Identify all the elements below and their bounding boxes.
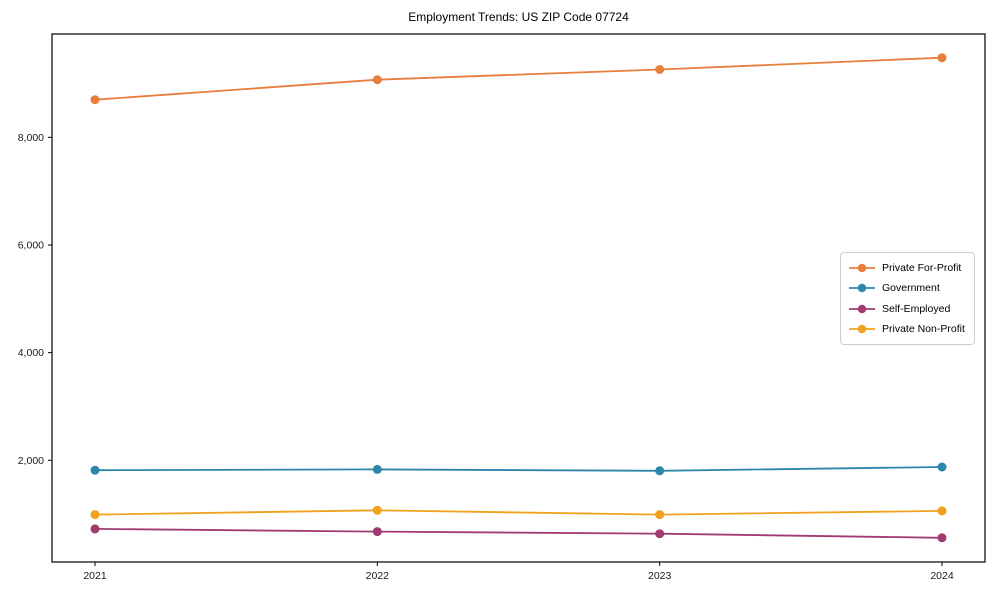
x-axis-tick-label: 2024 [930,570,954,582]
legend-marker-private-non-profit [849,324,875,334]
data-point-self-employed-2022 [372,527,382,537]
data-point-private-for-profit-2021 [90,95,100,105]
data-point-self-employed-2024 [937,533,947,543]
data-point-self-employed-2023 [655,529,665,539]
legend-label: Self-Employed [882,302,951,315]
legend-marker-government [849,284,875,293]
x-axis-tick-label: 2023 [648,570,672,582]
series-line-self-employed [94,528,943,539]
data-point-private-non-profit-2021 [90,510,100,520]
legend: Private For-Profit Government Self-Emplo… [840,252,975,345]
data-point-private-non-profit-2023 [655,510,665,520]
legend-label: Private For-Profit [882,262,962,275]
legend-item-government: Government [848,278,967,298]
x-axis-tick-label: 2022 [366,570,390,582]
chart-title: Employment Trends: US ZIP Code 07724 [408,10,629,24]
data-point-government-2021 [90,465,100,475]
legend-item-self-employed: Self-Employed [848,299,967,319]
legend-item-private-for-profit: Private For-Profit [848,258,967,278]
y-axis-tick-label: 2,000 [18,455,44,467]
y-axis-tick-label: 4,000 [18,347,44,359]
data-point-private-for-profit-2024 [937,53,947,63]
x-axis-tick-label: 2021 [83,570,107,582]
data-point-self-employed-2021 [90,524,100,534]
legend-label: Private Non-Profit [882,322,965,335]
series-line-private-non-profit [94,509,943,516]
data-point-private-for-profit-2023 [655,65,665,74]
legend-item-private-non-profit: Private Non-Profit [848,319,967,339]
series-line-government [94,466,943,472]
series-line-private-for-profit [94,56,943,101]
data-point-private-non-profit-2024 [937,506,947,516]
data-point-government-2023 [655,466,665,476]
data-point-private-non-profit-2022 [372,505,382,515]
data-point-government-2022 [372,464,382,474]
y-axis-tick-label: 6,000 [18,239,44,251]
legend-marker-self-employed [849,304,875,313]
data-point-private-for-profit-2022 [372,75,382,85]
legend-marker-private-for-profit [849,263,875,273]
y-axis-tick-label: 8,000 [18,132,44,144]
plot-border [51,33,986,563]
data-point-government-2024 [937,462,947,472]
legend-label: Government [882,282,940,295]
